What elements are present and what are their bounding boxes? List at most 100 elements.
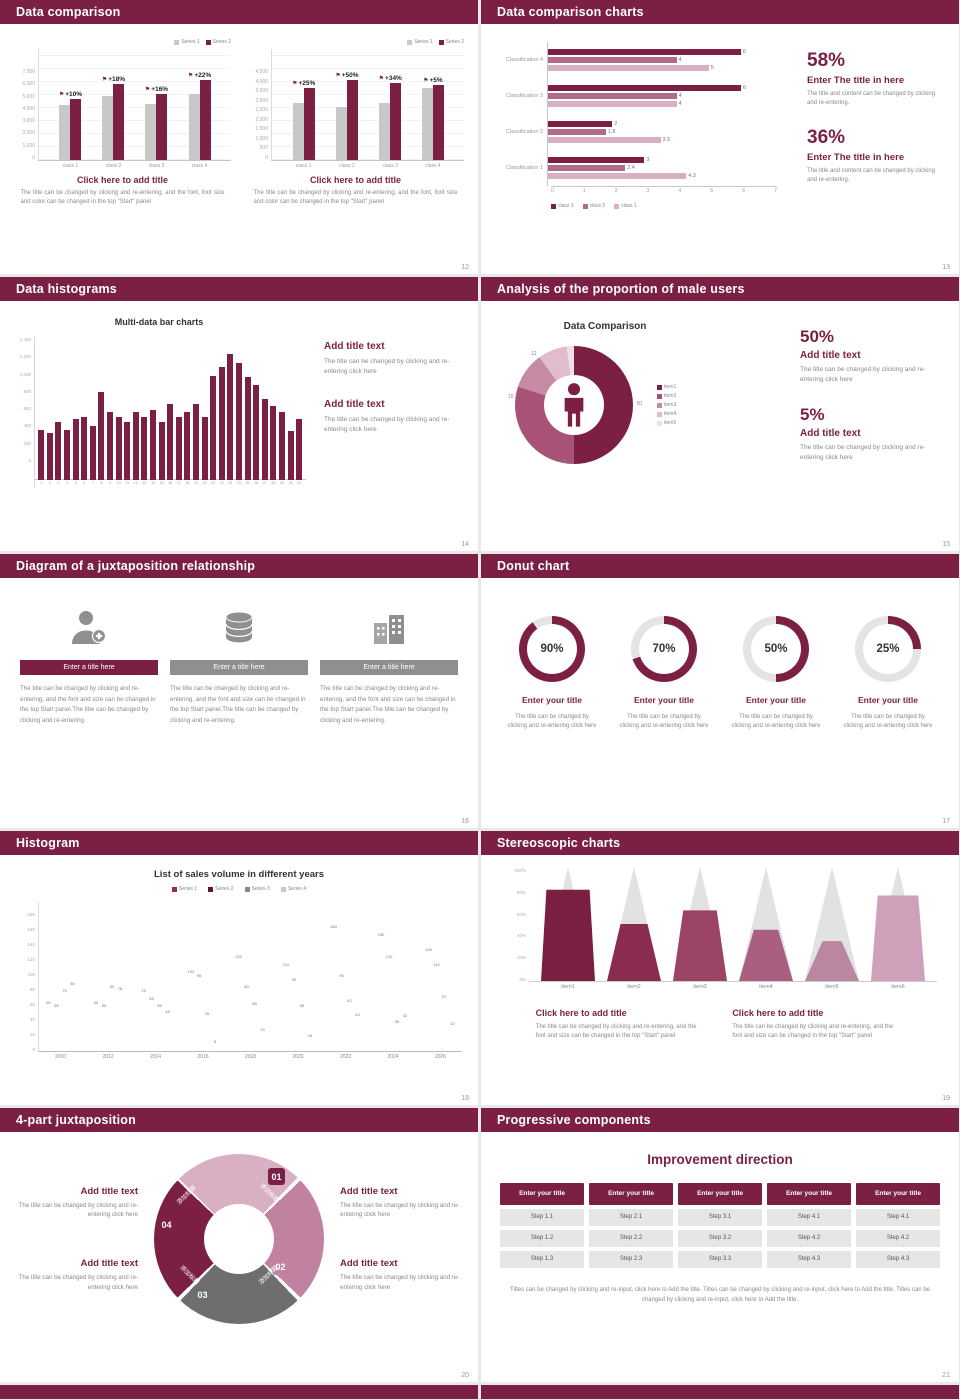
- legend-swatch: [208, 886, 214, 892]
- bar: [102, 95, 114, 160]
- bar-group: 75 65 55 48 2014: [140, 988, 171, 1060]
- value-label: 45: [204, 1010, 210, 1016]
- database-icon: [219, 606, 259, 646]
- x-tick-label: 26: [254, 481, 259, 485]
- bar: [346, 80, 358, 160]
- x-tick-label: 13: [142, 481, 147, 485]
- bar-column: 2: [46, 433, 55, 487]
- stat-title: Enter The title in here: [807, 75, 905, 86]
- bar: [38, 429, 45, 480]
- slide-body: List of sales volume in different years …: [0, 855, 478, 1060]
- value-label: 110: [433, 961, 440, 967]
- step-header-button: Enter your title: [856, 1183, 940, 1205]
- slide-12[interactable]: Data comparison Series 1 Series 2 7,000 6,…: [0, 0, 478, 274]
- bar-group: 110 90 55 16 2020: [283, 962, 314, 1060]
- legend-item: Series 2: [205, 38, 231, 46]
- y-axis: 100% 80% 60% 40% 20% 0%: [503, 868, 529, 982]
- x-tick-label: 8: [100, 481, 103, 485]
- slide-13[interactable]: Data comparison charts Classification 4 6…: [481, 0, 959, 274]
- value-label: 4.3: [688, 173, 696, 179]
- value-label: 120: [235, 954, 242, 960]
- step-button: Step 4.2: [767, 1230, 851, 1247]
- value-label: 60: [93, 999, 99, 1005]
- bar: [184, 411, 191, 480]
- step-button: Step 4.3: [767, 1251, 851, 1268]
- slide-number: 13: [942, 264, 950, 271]
- legend-swatch: [657, 393, 662, 399]
- donut-percent: 90%: [540, 643, 564, 655]
- block-body: The title can be changed by clicking and…: [18, 1274, 138, 1291]
- slide-number: 15: [942, 541, 950, 548]
- slide-body: Add title text The title can be changed …: [0, 1132, 478, 1332]
- section-title: Improvement direction: [647, 1152, 793, 1167]
- category-label: Classification 3: [506, 93, 543, 99]
- value-label: 60: [46, 999, 51, 1005]
- growth-value: +34%: [385, 75, 402, 83]
- bar: [296, 418, 303, 480]
- category-label: class 4: [425, 163, 441, 169]
- bar-column: 95: [196, 973, 203, 1051]
- category-label: 2016: [197, 1054, 209, 1060]
- block-title: Add title text: [340, 1185, 398, 1197]
- bar: [158, 422, 165, 480]
- value-label: 3: [646, 157, 650, 163]
- y-tick-label: 0%: [519, 976, 526, 982]
- block-body: The title can be changed by clicking and…: [20, 190, 225, 206]
- x-tick-label: 18: [185, 481, 190, 485]
- slide-14[interactable]: Data histograms Multi-data bar charts 1,…: [0, 277, 478, 551]
- slide-19[interactable]: Stereoscopic charts 100% 80% 60% 40% 20% 0% it…: [481, 831, 959, 1105]
- text-block: Click here to add title The title can be…: [732, 1008, 904, 1042]
- text-row: Click here to add title The title can be…: [503, 1008, 937, 1042]
- bar-column: 48: [164, 1009, 171, 1051]
- bar: [199, 79, 211, 160]
- slide-17[interactable]: Donut chart 90% Enter your title The tit…: [481, 554, 959, 828]
- plot-area: ⚑+10% class 1 ⚑+18% class 2 ⚑+16% class 3 ⚑+22…: [38, 49, 231, 169]
- category-label: class 4: [191, 163, 208, 169]
- flag-icon: ⚑: [187, 72, 194, 79]
- bar-group: 130 110 67 32 2026: [425, 947, 456, 1060]
- value-label: 55: [101, 1003, 107, 1009]
- y-tick-label: 100: [27, 972, 35, 977]
- slide-15[interactable]: Analysis of the proportion of male users…: [481, 277, 959, 551]
- slide-21[interactable]: Progressive components Improvement direc…: [481, 1108, 959, 1382]
- legend-item: item4: [657, 411, 676, 417]
- slide-header-title: 4-part juxtaposition: [16, 1113, 136, 1127]
- bar-line: 4: [548, 93, 791, 99]
- value-label: 6: [742, 85, 746, 91]
- donut-title: Enter your title: [634, 695, 694, 705]
- bar-column: 32: [449, 1021, 456, 1051]
- slide-18[interactable]: Histogram List of sales volume in differ…: [0, 831, 478, 1105]
- legend-swatch: [171, 886, 177, 892]
- donut-item: 70% Enter your title The title can be ch…: [611, 616, 717, 732]
- growth-value: +5%: [429, 76, 443, 84]
- bar: [89, 426, 96, 480]
- slide-16[interactable]: Diagram of a juxtaposition relationship …: [0, 554, 478, 828]
- bar-set: 120 80 58 24: [235, 954, 266, 1051]
- bar: [132, 411, 139, 480]
- legend-item: class 2: [582, 203, 605, 209]
- donut-chart: 50%: [743, 616, 809, 682]
- legend-label: Series 1: [178, 886, 198, 892]
- bar-column: 19: [192, 404, 201, 487]
- step-button: Step 2.3: [589, 1251, 673, 1268]
- category-label: Classification 1: [506, 165, 543, 171]
- slide-header: Analysis of the proportion of male users: [481, 277, 959, 301]
- legend-swatch: [407, 39, 413, 45]
- y-tick-label: 2,000: [22, 130, 35, 137]
- donut-item: 25% Enter your title The title can be ch…: [835, 616, 941, 732]
- slide-body: Multi-data bar charts 1,400 1,200 1,000 800…: [0, 301, 478, 487]
- bar-column: 10: [114, 417, 123, 487]
- x-tick-label: 19: [194, 481, 198, 485]
- slide-body: Classification 4 6 4 5 Classification 3 6 4 4 Cl…: [481, 24, 959, 209]
- bar-column: 16: [307, 1033, 314, 1051]
- bar-column: 26: [252, 384, 261, 487]
- category-label: class 1: [62, 163, 79, 169]
- bar-column: 25: [243, 377, 252, 487]
- chart-legend: class 3 class 2 class 1: [551, 203, 791, 209]
- slide-number: 19: [942, 1095, 950, 1102]
- value-label: 75: [141, 988, 146, 994]
- slide-20[interactable]: 4-part juxtaposition Add title text The …: [0, 1108, 478, 1382]
- pyramid: item2: [607, 867, 661, 990]
- segment-number: 02: [272, 1258, 289, 1275]
- bar-column: 15: [157, 422, 166, 487]
